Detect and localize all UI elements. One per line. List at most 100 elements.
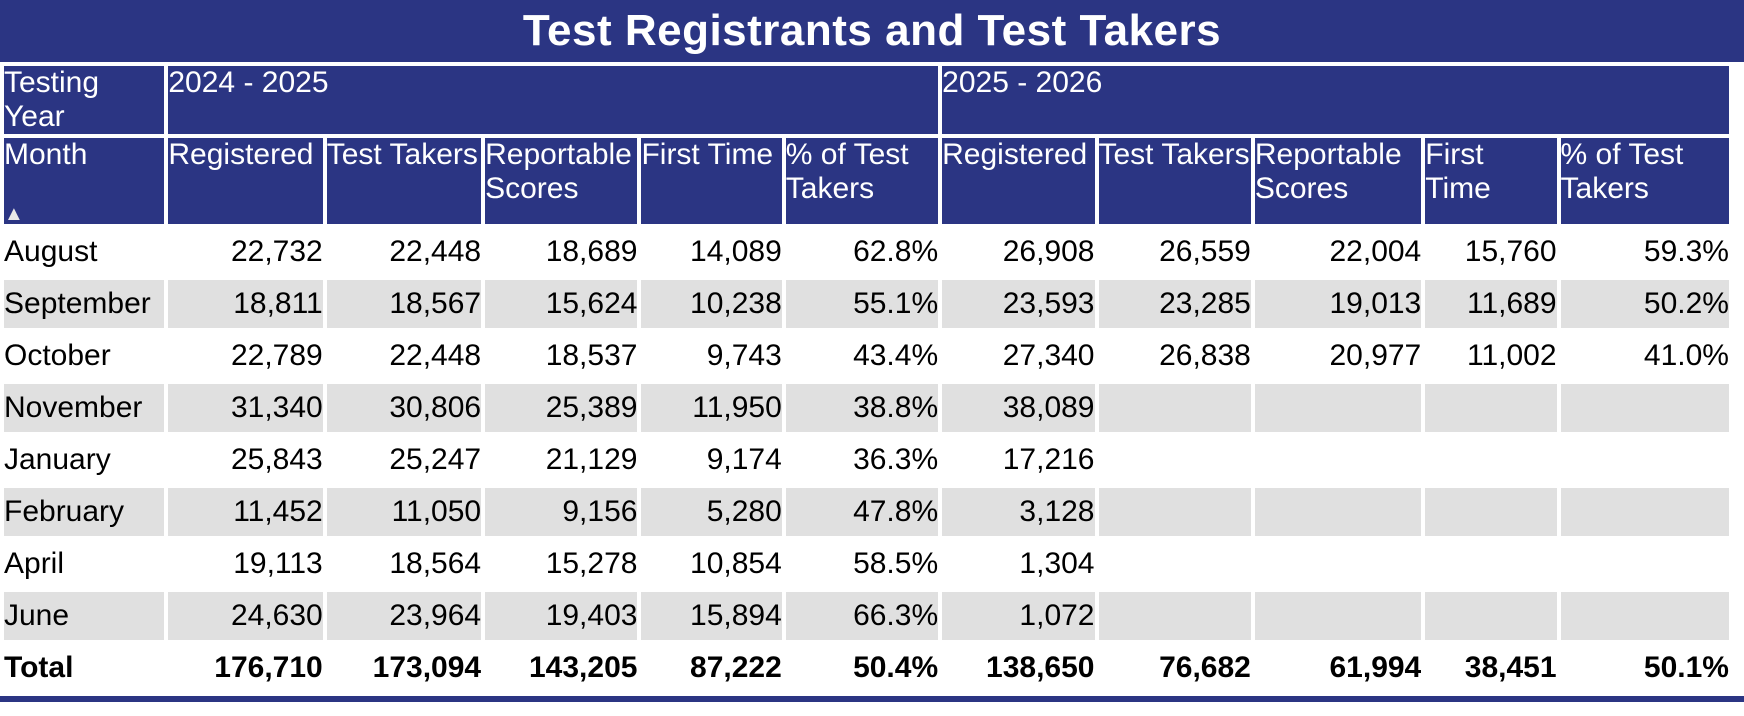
cell: 87,222 bbox=[641, 644, 782, 692]
row-month-label: February bbox=[4, 488, 165, 536]
cell: 19,013 bbox=[1254, 280, 1422, 328]
cell bbox=[1425, 384, 1557, 432]
cell bbox=[1425, 540, 1557, 588]
cell: 19,113 bbox=[168, 540, 323, 588]
cell: 11,950 bbox=[641, 384, 782, 432]
row-month-label: September bbox=[4, 280, 165, 328]
cell: 18,689 bbox=[485, 228, 638, 276]
cell: 21,129 bbox=[485, 436, 638, 484]
cell: 23,964 bbox=[326, 592, 482, 640]
column-header-test-takers-group2[interactable]: Test Takers bbox=[1098, 138, 1251, 224]
cell bbox=[1098, 592, 1251, 640]
cell: 19,403 bbox=[485, 592, 638, 640]
column-header-registered-group1[interactable]: Registered bbox=[168, 138, 323, 224]
cell: 9,743 bbox=[641, 332, 782, 380]
cell bbox=[1254, 540, 1422, 588]
cell: 176,710 bbox=[168, 644, 323, 692]
cell: 58.5% bbox=[785, 540, 939, 588]
row-month-label: November bbox=[4, 384, 165, 432]
cell bbox=[1425, 488, 1557, 536]
cell bbox=[1098, 488, 1251, 536]
cell bbox=[1560, 436, 1729, 484]
page-bottom-border bbox=[0, 696, 1744, 702]
cell: 15,760 bbox=[1425, 228, 1557, 276]
cell bbox=[1254, 436, 1422, 484]
cell: 18,811 bbox=[168, 280, 323, 328]
cell bbox=[1560, 592, 1729, 640]
cell: 43.4% bbox=[785, 332, 939, 380]
cell: 76,682 bbox=[1098, 644, 1251, 692]
cell: 55.1% bbox=[785, 280, 939, 328]
cell: 59.3% bbox=[1560, 228, 1729, 276]
column-header-of-test-takers-group2[interactable]: % of Test Takers bbox=[1560, 138, 1729, 224]
row-month-label: April bbox=[4, 540, 165, 588]
cell: 10,238 bbox=[641, 280, 782, 328]
cell: 10,854 bbox=[641, 540, 782, 588]
year-group-2024-2025: 2024 - 2025 bbox=[168, 66, 939, 134]
cell: 61,994 bbox=[1254, 644, 1422, 692]
cell: 3,128 bbox=[942, 488, 1095, 536]
column-header-test-takers-group1[interactable]: Test Takers bbox=[326, 138, 482, 224]
table-row: September 18,811 18,567 15,624 10,238 55.1% 23… bbox=[4, 280, 1729, 328]
cell: 138,650 bbox=[942, 644, 1095, 692]
cell bbox=[1098, 436, 1251, 484]
cell: 50.1% bbox=[1560, 644, 1729, 692]
cell bbox=[1560, 540, 1729, 588]
cell: 18,537 bbox=[485, 332, 638, 380]
table-row: June 24,630 23,964 19,403 15,894 66.3% 1,072 bbox=[4, 592, 1729, 640]
cell: 9,156 bbox=[485, 488, 638, 536]
cell: 9,174 bbox=[641, 436, 782, 484]
cell: 15,624 bbox=[485, 280, 638, 328]
column-header-reportable-scores-group1[interactable]: Reportable Scores bbox=[485, 138, 638, 224]
row-month-label: January bbox=[4, 436, 165, 484]
cell bbox=[1254, 384, 1422, 432]
column-header-first-time-group1[interactable]: First Time bbox=[641, 138, 782, 224]
cell: 27,340 bbox=[942, 332, 1095, 380]
table-row: February 11,452 11,050 9,156 5,280 47.8% 3,128 bbox=[4, 488, 1729, 536]
cell bbox=[1254, 592, 1422, 640]
cell: 26,559 bbox=[1098, 228, 1251, 276]
cell bbox=[1560, 488, 1729, 536]
table-row: August 22,732 22,448 18,689 14,089 62.8% 26,90… bbox=[4, 228, 1729, 276]
column-header-of-test-takers-group1[interactable]: % of Test Takers bbox=[785, 138, 939, 224]
cell: 11,002 bbox=[1425, 332, 1557, 380]
cell bbox=[1425, 436, 1557, 484]
column-header-first-time-group2[interactable]: First Time bbox=[1425, 138, 1557, 224]
cell: 15,894 bbox=[641, 592, 782, 640]
total-label: Total bbox=[4, 644, 165, 692]
cell: 66.3% bbox=[785, 592, 939, 640]
cell: 62.8% bbox=[785, 228, 939, 276]
table-row: November 31,340 30,806 25,389 11,950 38.8% 38,… bbox=[4, 384, 1729, 432]
cell: 22,789 bbox=[168, 332, 323, 380]
report-title-banner: Test Registrants and Test Takers bbox=[0, 0, 1744, 62]
cell: 15,278 bbox=[485, 540, 638, 588]
cell: 143,205 bbox=[485, 644, 638, 692]
cell: 22,004 bbox=[1254, 228, 1422, 276]
column-header-registered-group2[interactable]: Registered bbox=[942, 138, 1095, 224]
cell: 22,732 bbox=[168, 228, 323, 276]
cell: 11,689 bbox=[1425, 280, 1557, 328]
column-header-row: Month ▲ Registered Test Takers Reportable … bbox=[4, 138, 1729, 224]
page-title: Test Registrants and Test Takers bbox=[522, 6, 1222, 55]
cell: 14,089 bbox=[641, 228, 782, 276]
year-group-2025-2026: 2025 - 2026 bbox=[942, 66, 1729, 134]
cell: 11,050 bbox=[326, 488, 482, 536]
cell: 38,089 bbox=[942, 384, 1095, 432]
cell bbox=[1098, 540, 1251, 588]
cell: 25,247 bbox=[326, 436, 482, 484]
cell: 25,843 bbox=[168, 436, 323, 484]
cell: 25,389 bbox=[485, 384, 638, 432]
column-header-reportable-scores-group2[interactable]: Reportable Scores bbox=[1254, 138, 1422, 224]
cell: 23,593 bbox=[942, 280, 1095, 328]
cell: 5,280 bbox=[641, 488, 782, 536]
cell: 1,072 bbox=[942, 592, 1095, 640]
cell: 31,340 bbox=[168, 384, 323, 432]
month-column-header[interactable]: Month ▲ bbox=[4, 138, 165, 224]
cell bbox=[1098, 384, 1251, 432]
sort-ascending-icon: ▲ bbox=[4, 203, 24, 224]
row-month-label: June bbox=[4, 592, 165, 640]
table-row: January 25,843 25,247 21,129 9,174 36.3% 17,21… bbox=[4, 436, 1729, 484]
row-month-label: August bbox=[4, 228, 165, 276]
cell: 24,630 bbox=[168, 592, 323, 640]
